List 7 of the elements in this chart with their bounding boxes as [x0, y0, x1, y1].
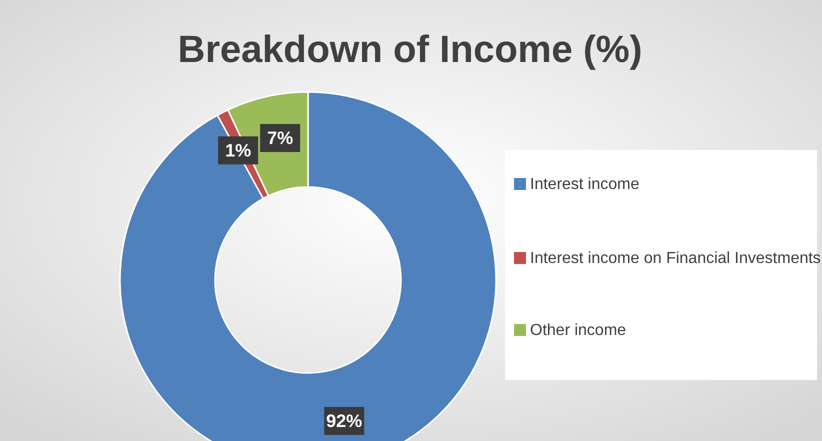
legend-label: Interest income — [530, 176, 640, 192]
data-label: 92% — [326, 410, 362, 431]
legend-label: Interest income on Financial Investments — [530, 250, 821, 266]
data-label: 1% — [225, 140, 252, 160]
legend-label: Other income — [530, 322, 626, 338]
chart-title: Breakdown of Income (%) — [178, 29, 642, 71]
data-label: 7% — [267, 128, 294, 148]
